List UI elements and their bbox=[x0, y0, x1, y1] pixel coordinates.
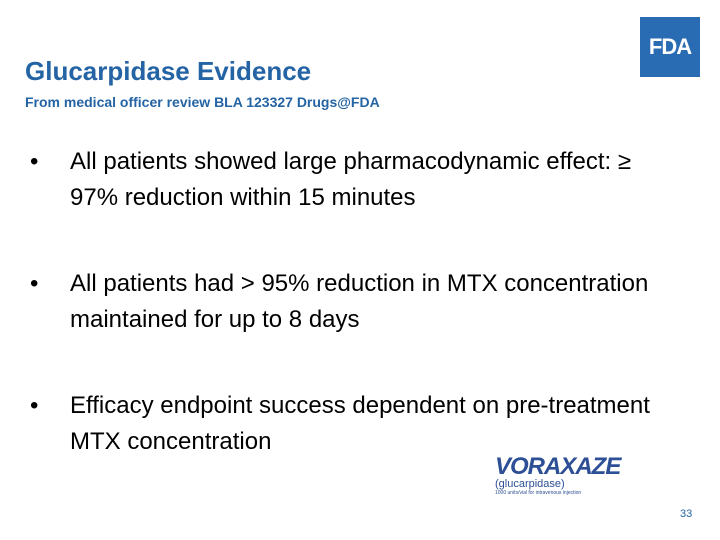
fda-logo: FDA bbox=[640, 17, 700, 77]
bullet: Efficacy endpoint success dependent on p… bbox=[30, 388, 670, 460]
bullet: All patients had > 95% reduction in MTX … bbox=[30, 266, 670, 338]
product-generic: (glucarpidase) bbox=[495, 478, 565, 490]
product-logo: VORAXAZE (glucarpidase) 1000 units/vial … bbox=[495, 453, 655, 497]
slide-subtitle: From medical officer review BLA 123327 D… bbox=[25, 94, 380, 110]
product-tagline: 1000 units/vial for intravenous injectio… bbox=[495, 490, 582, 496]
product-name: VORAXAZE bbox=[495, 453, 621, 480]
page-number: 33 bbox=[680, 508, 693, 520]
bullet: All patients showed large pharmacodynami… bbox=[30, 144, 670, 216]
slide-title: Glucarpidase Evidence bbox=[25, 56, 312, 86]
bullet-list: All patients showed large pharmacodynami… bbox=[30, 144, 670, 510]
